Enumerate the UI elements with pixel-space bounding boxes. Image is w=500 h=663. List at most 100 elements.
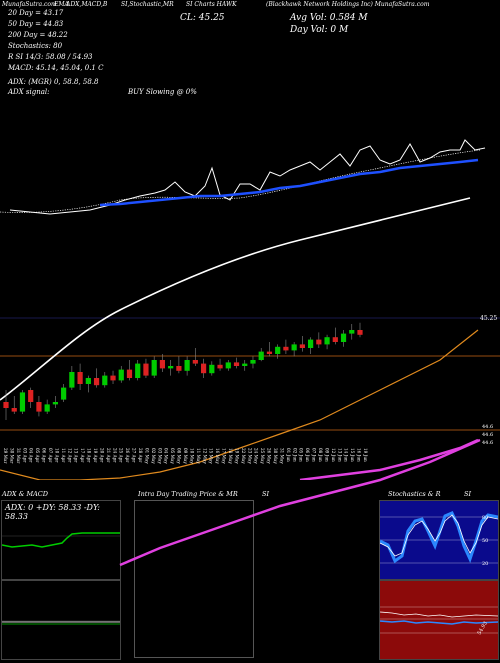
date-tick-label: 04 Apr — [29, 448, 34, 462]
date-tick-label: 07 Jun — [312, 448, 317, 462]
date-tick-label: 02 Jun — [292, 448, 297, 462]
candle — [200, 363, 207, 374]
top-label-4: SI,Stochastic,MR — [121, 1, 174, 8]
candle — [168, 366, 174, 369]
date-tick-label: 10 May — [189, 448, 194, 464]
date-axis: 29 Mar 30 Mar 31 Mar 03 Apr 04 Apr 05 Apr 06 A… — [3, 448, 368, 464]
date-tick-label: 08 Jun — [318, 448, 323, 462]
ema50-line — [0, 149, 481, 213]
close-label: CL: 45.25 — [180, 13, 225, 23]
intraday-panel-title: Intra Day Trading Price & MR — [138, 490, 238, 498]
date-tick-label: 03 Apr — [22, 448, 27, 462]
date-tick-label: 26 May — [267, 448, 272, 464]
candle — [52, 402, 58, 405]
price-line — [9, 139, 486, 215]
date-tick-label: 17 Apr — [80, 448, 85, 462]
date-tick-label: 13 Apr — [74, 448, 79, 462]
rsi-label: R SI 14/3: 58.08 / 54.93 — [8, 53, 93, 61]
price-label-low3: 44.6 — [482, 440, 493, 446]
adx-label: ADX: (MGR) 0, 58.8, 58.8 — [8, 78, 99, 86]
candle — [217, 364, 223, 369]
candle — [209, 364, 215, 374]
ma-lines — [0, 139, 486, 480]
date-tick-label: 28 Apr — [138, 448, 143, 462]
top-label-2: EMA — [54, 1, 69, 8]
rsi-plot: 54.93 — [379, 606, 499, 636]
candle — [225, 362, 231, 369]
candles — [3, 322, 363, 420]
date-tick-label: 27 Apr — [132, 448, 137, 462]
candle — [118, 369, 124, 381]
date-tick-label: 31 May — [279, 448, 284, 464]
candle — [192, 360, 198, 364]
ema20-label: 20 Day = 43.17 — [8, 9, 64, 17]
candle — [110, 375, 116, 381]
candle — [233, 362, 240, 366]
date-tick-label: 17 May — [222, 448, 227, 464]
stoch-tick-50: 50 — [482, 538, 488, 544]
date-tick-label: 06 Jun — [305, 448, 310, 462]
candle — [77, 372, 83, 384]
price-label-top: 45.25 — [480, 315, 497, 322]
date-tick-label: 19 Jun — [363, 448, 368, 462]
candle — [308, 339, 314, 348]
date-tick-label: 11 Apr — [61, 448, 66, 462]
candle — [324, 337, 330, 345]
candle — [69, 372, 75, 388]
candle — [357, 330, 363, 335]
date-tick-label: 16 Jun — [357, 448, 362, 462]
macd-plot — [2, 620, 120, 625]
ema200-label: 200 Day = 48.22 — [8, 31, 68, 39]
candle — [332, 337, 338, 342]
adx-values: ADX: 0 +DY: 58.33 -DY: 58.33 — [5, 503, 100, 521]
candle — [135, 363, 141, 378]
top-label-5: SI Charts HAWK — [186, 1, 237, 8]
date-tick-label: 05 May — [170, 448, 175, 464]
date-tick-label: 05 Apr — [35, 448, 40, 462]
candle — [176, 366, 182, 371]
candle — [44, 404, 50, 412]
date-tick-label: 12 May — [202, 448, 207, 464]
candle — [102, 375, 108, 386]
date-tick-label: 03 May — [157, 448, 162, 464]
date-tick-label: 20 Apr — [99, 448, 104, 462]
date-tick-label: 11 May — [196, 448, 201, 464]
date-tick-label: 13 Jun — [337, 448, 342, 462]
rsi-blue-line — [379, 620, 499, 625]
date-tick-label: 01 Jun — [286, 448, 291, 462]
date-tick-label: 14 Jun — [344, 448, 349, 462]
date-tick-label: 24 May — [254, 448, 259, 464]
avg-vol-label: Avg Vol: 0.584 M — [290, 13, 368, 23]
candle — [93, 378, 100, 386]
date-tick-label: 23 May — [247, 448, 252, 464]
date-tick-label: 08 May — [177, 448, 182, 464]
date-tick-label: 25 May — [260, 448, 265, 464]
date-tick-label: 05 Jun — [299, 448, 304, 462]
date-tick-label: 01 May — [144, 448, 149, 464]
date-tick-label: 09 May — [183, 448, 188, 464]
ema50-label: 50 Day = 44.83 — [8, 20, 64, 28]
candle — [3, 402, 9, 408]
date-tick-label: 07 Apr — [48, 448, 53, 462]
rsi-line — [379, 611, 499, 618]
stochastic-label: Stochastics: 80 — [8, 42, 63, 50]
date-tick-label: 24 Apr — [112, 448, 117, 462]
candle — [275, 346, 281, 354]
date-tick-label: 12 Jun — [331, 448, 336, 462]
date-tick-label: 02 May — [151, 448, 156, 464]
candle — [159, 360, 166, 369]
rsi-panel: 54.93 — [379, 580, 499, 660]
price-label-low1: 44.6 — [482, 424, 493, 430]
candle — [184, 360, 190, 371]
candle — [258, 351, 264, 360]
candle — [143, 363, 149, 376]
date-tick-label: 31 Mar — [16, 448, 21, 463]
date-tick-label: 22 May — [241, 448, 246, 464]
candle — [126, 369, 133, 378]
adx-panel: ADX: 0 +DY: 58.33 -DY: 58.33 — [1, 500, 121, 580]
buy-signal-label: BUY Slowing @ 0% — [128, 88, 197, 96]
date-tick-label: 18 Apr — [87, 448, 92, 462]
adx-panel-title: ADX & MACD — [2, 490, 48, 498]
ema20-line — [99, 158, 479, 207]
candle — [151, 360, 157, 376]
